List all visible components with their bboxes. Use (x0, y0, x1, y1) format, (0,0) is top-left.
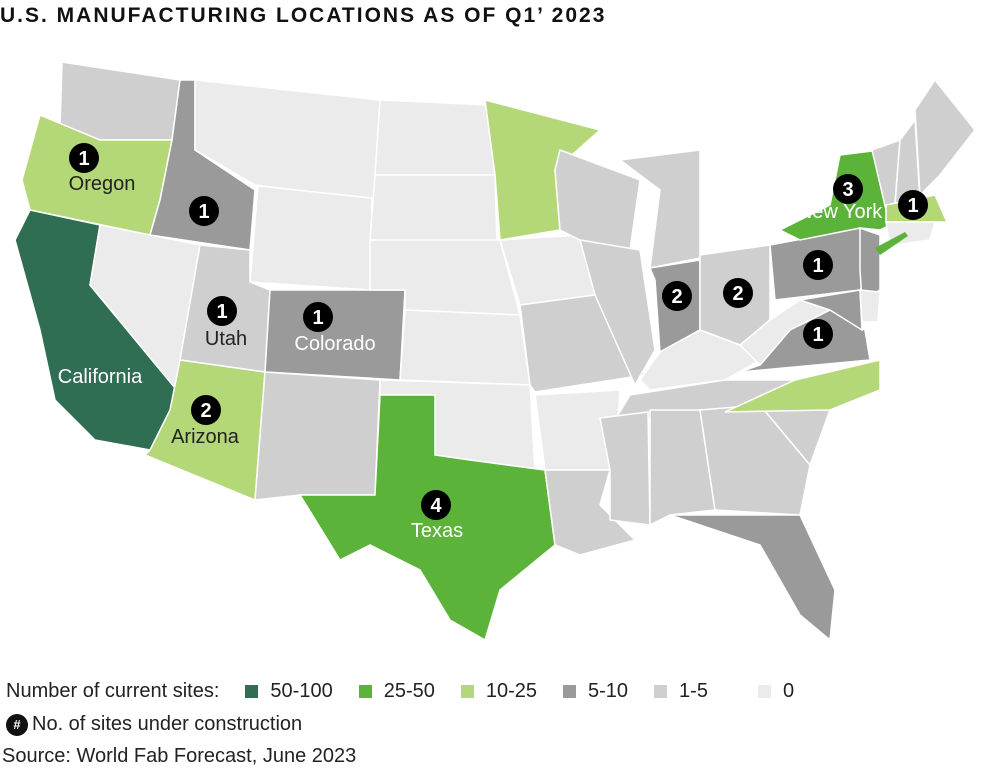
legend-label: Number of current sites: (6, 680, 220, 702)
construction-count-pennsylvania: 1 (812, 255, 823, 277)
construction-badge-icon: # (6, 713, 28, 736)
state-label-utah: Utah (205, 328, 247, 350)
legend-item: 25-50 (358, 680, 435, 703)
legend-item: 10-25 (460, 680, 538, 703)
state-label-colorado: Colorado (294, 333, 375, 355)
state-kansas (399, 309, 531, 386)
state-texas (298, 394, 556, 642)
state-florida (669, 514, 836, 642)
state-label-arizona: Arizona (171, 426, 240, 448)
construction-count-massachusetts: 1 (907, 195, 918, 217)
state-new-mexico (254, 371, 381, 501)
legend-item-label: 25-50 (383, 680, 435, 702)
source-note: Source: World Fab Forecast, June 2023 (2, 745, 357, 767)
state-wyoming (249, 185, 373, 291)
state-maryland (799, 289, 863, 332)
construction-badge-new-york (833, 174, 863, 204)
legend-swatch (757, 685, 771, 698)
legend-swatch (460, 685, 474, 698)
construction-badge-massachusetts (898, 190, 928, 220)
state-label-new-york: New York (798, 201, 883, 223)
state-delaware (859, 289, 881, 323)
construction-badge-indiana (662, 281, 692, 311)
state-north-dakota (374, 99, 496, 176)
construction-badge-oregon (69, 143, 99, 173)
construction-badge-virginia (803, 319, 833, 349)
state-alabama (649, 409, 716, 527)
construction-badge-ohio (723, 278, 753, 308)
construction-legend: # No. of sites under construction (6, 713, 302, 736)
legend-item: 5-10 (563, 680, 628, 703)
construction-count-arizona: 2 (200, 400, 211, 422)
state-new-york-long-island (875, 232, 908, 255)
legend-item-label: 0 (782, 680, 795, 702)
state-mississippi (599, 411, 651, 526)
construction-count-oregon: 1 (78, 148, 89, 170)
state-illinois (578, 239, 656, 387)
state-new-jersey (859, 226, 881, 302)
legend-item-label: 5-10 (588, 680, 629, 702)
state-south-dakota (369, 174, 498, 246)
construction-badge-colorado (303, 302, 333, 332)
legend-swatch (358, 685, 372, 698)
construction-badge-texas (421, 490, 451, 520)
legend-item-label: 1-5 (679, 680, 708, 702)
construction-count-utah: 1 (216, 301, 227, 323)
state-label-texas: Texas (411, 520, 463, 542)
legend-item: 50-100 (245, 680, 333, 703)
construction-count-colorado: 1 (312, 307, 323, 329)
construction-badge-arizona (191, 395, 221, 425)
state-michigan (618, 149, 701, 269)
construction-badge-idaho (189, 196, 219, 226)
state-label-oregon: Oregon (69, 173, 136, 195)
legend-item-label: 50-100 (270, 680, 333, 702)
state-missouri (519, 294, 647, 393)
construction-count-virginia: 1 (812, 324, 823, 346)
legend-swatch (563, 685, 577, 698)
construction-badge-pennsylvania (803, 250, 833, 280)
legend-swatch (245, 685, 259, 698)
construction-count-indiana: 2 (671, 286, 682, 308)
state-washington (59, 61, 181, 141)
map-title: U.S. MANUFACTURING LOCATIONS AS OF Q1’ 2… (0, 4, 607, 27)
construction-badge-utah (207, 296, 237, 326)
construction-count-ohio: 2 (732, 283, 743, 305)
construction-count-new-york: 3 (842, 179, 853, 201)
legend: Number of current sites: 50-100 25-50 10-2… (6, 680, 794, 703)
legend-item-label: 10-25 (485, 680, 538, 702)
legend-item: 0 (757, 680, 795, 703)
construction-count-texas: 4 (430, 495, 442, 517)
state-north-carolina (724, 359, 881, 413)
construction-count-idaho: 1 (198, 201, 209, 223)
legend-swatch (654, 685, 668, 698)
us-map: Oregon 1 California 1 Utah 1 Arizona 2 Colorado 1… (14, 61, 976, 642)
legend-item: 1-5 (654, 680, 708, 703)
state-label-california: California (58, 366, 143, 388)
state-maine (914, 78, 976, 197)
construction-legend-label: No. of sites under construction (32, 713, 303, 735)
